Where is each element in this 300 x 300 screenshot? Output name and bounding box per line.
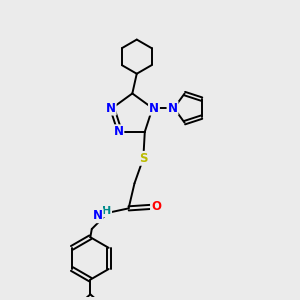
Text: N: N — [149, 102, 159, 115]
Text: N: N — [93, 209, 103, 222]
Text: N: N — [113, 125, 123, 138]
Text: S: S — [139, 152, 148, 165]
Text: N: N — [167, 102, 178, 115]
Text: H: H — [102, 206, 111, 216]
Text: N: N — [106, 102, 116, 115]
Text: O: O — [151, 200, 161, 213]
